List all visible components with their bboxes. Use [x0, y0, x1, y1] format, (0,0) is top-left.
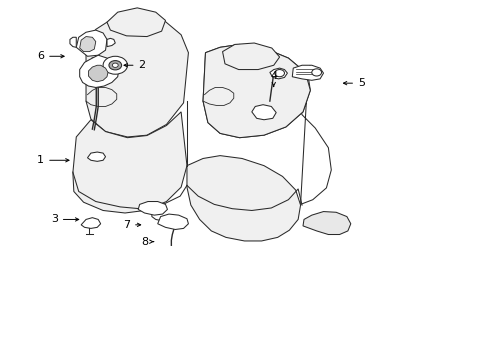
Polygon shape — [107, 39, 115, 46]
Polygon shape — [70, 37, 76, 47]
Circle shape — [112, 63, 118, 67]
Polygon shape — [87, 152, 105, 161]
Polygon shape — [251, 105, 276, 120]
Polygon shape — [222, 43, 279, 69]
Polygon shape — [158, 214, 188, 229]
Polygon shape — [86, 13, 188, 137]
Polygon shape — [107, 8, 165, 37]
Polygon shape — [73, 112, 186, 213]
Text: 2: 2 — [124, 60, 145, 70]
Circle shape — [103, 56, 127, 74]
Text: 8: 8 — [141, 237, 153, 247]
Polygon shape — [292, 65, 323, 80]
Polygon shape — [81, 218, 101, 228]
Circle shape — [274, 69, 284, 77]
Polygon shape — [80, 55, 119, 87]
Circle shape — [311, 69, 321, 76]
Polygon shape — [88, 65, 108, 82]
Polygon shape — [303, 212, 350, 234]
Circle shape — [109, 60, 122, 70]
Polygon shape — [80, 37, 96, 51]
Text: 7: 7 — [122, 220, 141, 230]
Text: 1: 1 — [37, 155, 69, 165]
Polygon shape — [76, 30, 107, 56]
Polygon shape — [138, 202, 167, 215]
Text: 3: 3 — [51, 215, 79, 224]
Polygon shape — [203, 44, 330, 204]
Text: 6: 6 — [37, 51, 64, 61]
Polygon shape — [203, 44, 310, 138]
Polygon shape — [186, 156, 300, 241]
Polygon shape — [269, 68, 287, 79]
Text: 5: 5 — [343, 78, 364, 88]
Text: 4: 4 — [270, 71, 277, 86]
